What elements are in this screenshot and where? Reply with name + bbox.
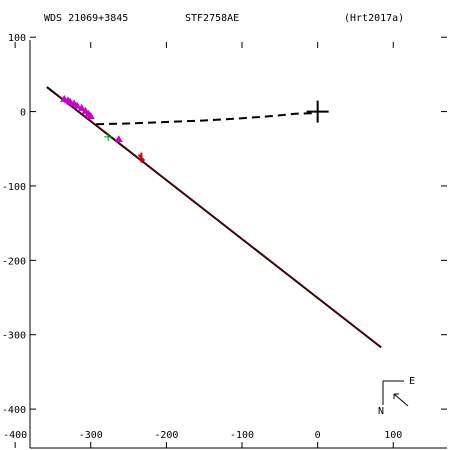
y-tick-label: -100: [2, 182, 26, 193]
reference-code: (Hrt2017a): [344, 13, 404, 24]
orbit-trace: [54, 92, 380, 346]
system-id: WDS 21069+3845: [44, 13, 128, 24]
observation-point: [73, 101, 82, 109]
x-tick-label: -200: [154, 430, 178, 441]
observation-point: [114, 135, 123, 143]
x-tick-label: 0: [315, 430, 321, 441]
x-tick-label: 100: [384, 430, 402, 441]
x-tick-label: -100: [230, 430, 254, 441]
observation-point: [104, 132, 113, 141]
motion-arrow-icon: [393, 393, 409, 407]
axes: 100 0 -100 -200 -300 -400 -400 -300 -200 -100 0 100: [2, 33, 447, 449]
observation-point: [86, 112, 95, 120]
y-tick-label: 0: [20, 108, 26, 119]
x-tick-label: -300: [79, 430, 103, 441]
compass-east-label: E: [409, 376, 415, 387]
y-tick-label: -300: [2, 331, 26, 342]
orbit: [46, 86, 382, 349]
discoverer-code: STF2758AE: [185, 13, 239, 24]
periastron-connector: [96, 112, 318, 126]
observation-point: [77, 103, 86, 111]
y-tick-label: -200: [2, 256, 26, 267]
compass: E N: [378, 376, 415, 417]
x-tick-label: -400: [3, 430, 27, 441]
observations: [60, 94, 146, 163]
primary-star-marker: [306, 100, 329, 123]
compass-north-label: N: [378, 406, 384, 417]
y-tick-label: 100: [8, 33, 26, 44]
compass-axes: [382, 380, 404, 405]
y-tick-label: -400: [2, 405, 26, 416]
observation-point: [137, 152, 146, 163]
